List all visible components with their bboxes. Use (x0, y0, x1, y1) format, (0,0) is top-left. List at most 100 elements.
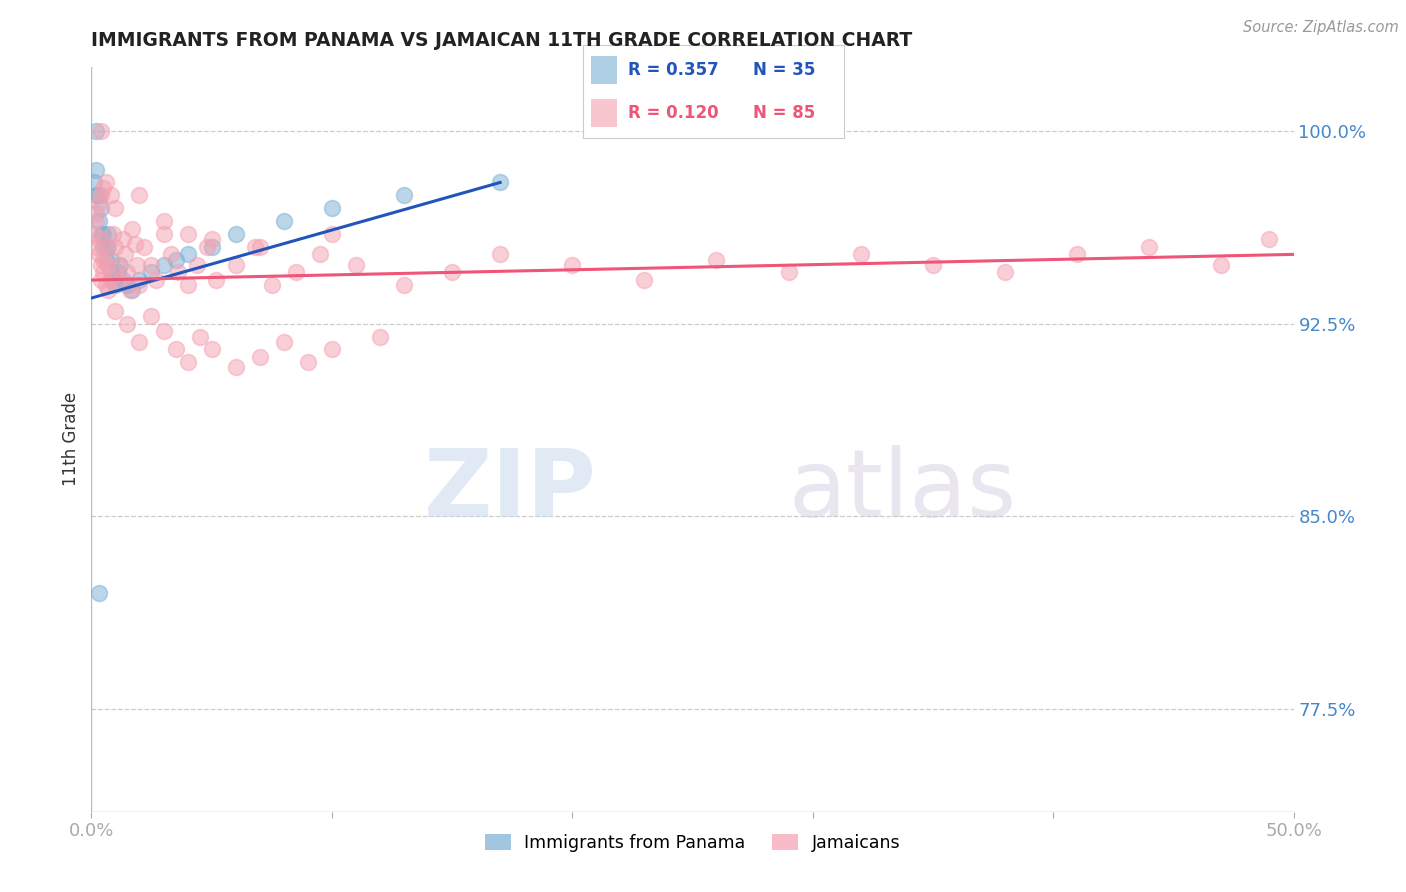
Point (201, 240, 224, 254)
Point (104, 201, 127, 215)
Point (297, 355, 319, 369)
Point (561, 258, 583, 272)
Point (97, 227, 120, 241)
Text: ZIP: ZIP (423, 445, 596, 538)
Point (93, 252, 115, 267)
Point (97, 284, 120, 298)
Point (121, 284, 143, 298)
Y-axis label: 11th Grade: 11th Grade (62, 392, 80, 486)
Point (188, 329, 211, 343)
Point (117, 278, 139, 293)
Point (344, 258, 367, 272)
Point (125, 258, 148, 272)
Point (141, 258, 163, 272)
Text: R = 0.357: R = 0.357 (627, 61, 718, 78)
Point (84, 206, 107, 220)
Point (84, 188, 107, 202)
Point (141, 265, 163, 279)
Point (84, 124, 107, 138)
Point (90, 124, 112, 138)
Point (994, 265, 1017, 279)
Text: IMMIGRANTS FROM PANAMA VS JAMAICAN 11TH GRADE CORRELATION CHART: IMMIGRANTS FROM PANAMA VS JAMAICAN 11TH … (91, 31, 912, 50)
Point (90, 273, 112, 287)
Point (100, 265, 122, 279)
Point (260, 278, 283, 293)
Point (94, 240, 117, 254)
Point (107, 258, 129, 272)
Point (1066, 247, 1088, 261)
Point (87, 247, 110, 261)
Point (100, 188, 122, 202)
Point (778, 265, 800, 279)
Point (321, 227, 343, 241)
Point (118, 284, 141, 298)
Point (90, 188, 112, 202)
Point (110, 258, 132, 272)
Point (104, 304, 127, 318)
Point (225, 258, 247, 272)
Point (117, 265, 139, 279)
Point (83, 176, 105, 190)
Point (121, 221, 143, 235)
Point (205, 273, 228, 287)
Point (104, 278, 127, 293)
Point (849, 247, 872, 261)
Point (87, 586, 110, 600)
Point (84, 214, 107, 228)
Point (93, 240, 115, 254)
Point (273, 334, 295, 349)
Text: N = 35: N = 35 (752, 61, 815, 78)
Point (706, 252, 728, 267)
Text: atlas: atlas (789, 445, 1017, 538)
Point (84, 162, 107, 177)
Point (124, 237, 146, 252)
Point (90, 227, 112, 241)
Point (101, 227, 124, 241)
Point (489, 247, 512, 261)
Legend: Immigrants from Panama, Jamaicans: Immigrants from Panama, Jamaicans (478, 827, 907, 859)
Point (159, 247, 181, 261)
Point (128, 334, 150, 349)
Point (176, 278, 198, 293)
Point (84, 240, 107, 254)
Text: N = 85: N = 85 (752, 104, 815, 122)
Point (186, 258, 208, 272)
Point (249, 240, 271, 254)
Point (489, 176, 512, 190)
Point (87, 214, 110, 228)
Point (83, 227, 105, 241)
Point (94, 176, 117, 190)
Point (128, 188, 150, 202)
Point (111, 232, 134, 246)
Point (114, 247, 136, 261)
Point (273, 214, 295, 228)
Point (243, 240, 266, 254)
Point (1211, 258, 1233, 272)
Point (165, 252, 187, 267)
Point (87, 232, 110, 246)
Text: Source: ZipAtlas.com: Source: ZipAtlas.com (1243, 20, 1399, 35)
Point (111, 273, 134, 287)
Point (141, 309, 163, 323)
Point (128, 278, 150, 293)
Point (117, 317, 139, 331)
Point (107, 265, 129, 279)
Point (152, 214, 174, 228)
Point (321, 201, 343, 215)
Point (225, 227, 247, 241)
Point (195, 240, 218, 254)
Point (1137, 240, 1160, 254)
Point (176, 227, 198, 241)
Point (97, 258, 120, 272)
Point (93, 180, 115, 194)
Point (633, 273, 655, 287)
Point (90, 258, 112, 272)
Point (165, 343, 187, 357)
Point (392, 188, 415, 202)
Point (100, 252, 122, 267)
Point (94, 252, 117, 267)
Point (176, 355, 198, 369)
Point (87, 196, 110, 211)
Point (110, 273, 132, 287)
Point (97, 240, 120, 254)
